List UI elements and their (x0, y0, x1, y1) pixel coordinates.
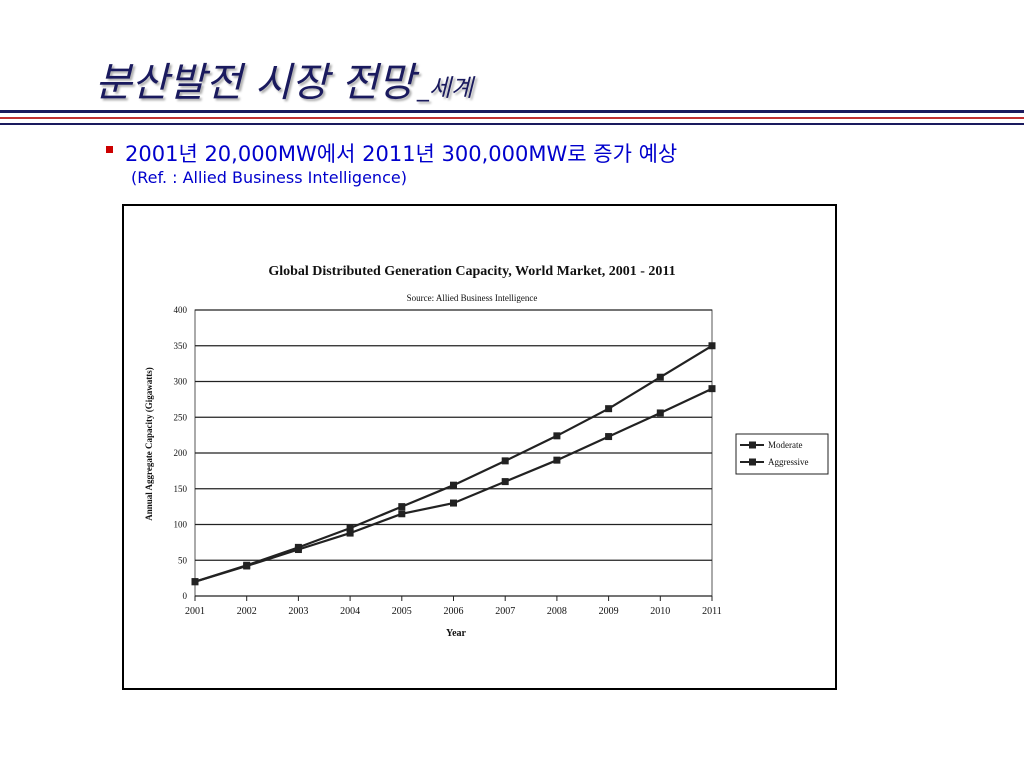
data-point-aggressive (553, 432, 561, 440)
data-point-aggressive (243, 561, 251, 569)
data-point-moderate (501, 478, 509, 486)
data-point-aggressive (501, 457, 509, 465)
y-tick-label: 150 (174, 484, 188, 494)
data-point-aggressive (191, 578, 199, 586)
y-axis-label: Annual Aggregate Capacity (Gigawatts) (144, 367, 154, 521)
bullet-text: 2001년 20,000MW에서 2011년 300,000MW로 증가 예상 (125, 142, 678, 166)
x-tick-label: 2004 (340, 606, 360, 617)
y-tick-label: 350 (174, 341, 188, 351)
y-tick-label: 0 (183, 591, 188, 601)
x-tick-label: 2001 (185, 606, 205, 617)
y-tick-label: 50 (178, 555, 188, 565)
chart-subtitle: Source: Allied Business Intelligence (407, 293, 538, 303)
reference-text: (Ref. : Allied Business Intelligence) (131, 168, 407, 187)
bullet-marker-icon (106, 146, 113, 153)
data-point-aggressive (708, 342, 716, 350)
data-point-moderate (450, 499, 457, 507)
x-tick-label: 2007 (495, 606, 515, 617)
legend-label-aggressive: Aggressive (768, 457, 809, 467)
x-tick-label: 2006 (444, 606, 464, 617)
data-point-moderate (553, 456, 561, 464)
data-point-moderate (656, 409, 664, 417)
data-point-aggressive (346, 524, 354, 532)
title-rule-bottom (0, 123, 1024, 125)
chart-frame: Global Distributed Generation Capacity, … (122, 204, 837, 690)
y-tick-label: 100 (174, 520, 188, 530)
data-point-aggressive (450, 481, 457, 489)
x-tick-label: 2008 (547, 606, 567, 617)
legend-label-moderate: Moderate (768, 440, 802, 450)
data-point-aggressive (656, 373, 664, 381)
x-tick-label: 2005 (392, 606, 412, 617)
x-tick-label: 2002 (237, 606, 257, 617)
x-tick-label: 2011 (702, 606, 722, 617)
slide-title: 분산발전 시장 전망_세계 (95, 50, 473, 108)
y-tick-label: 200 (174, 448, 188, 458)
data-point-moderate (708, 385, 716, 393)
data-point-moderate (346, 529, 354, 537)
slide-title-sub: _세계 (416, 74, 474, 102)
x-tick-label: 2009 (599, 606, 619, 617)
chart: Global Distributed Generation Capacity, … (144, 264, 829, 639)
data-point-aggressive (605, 405, 613, 413)
data-point-moderate (398, 510, 406, 518)
data-point-moderate (605, 433, 613, 441)
legend-marker-moderate (749, 441, 756, 449)
data-point-aggressive (294, 543, 302, 551)
x-axis-label: Year (446, 628, 467, 639)
slide-title-main: 분산발전 시장 전망 (95, 60, 415, 106)
title-rule-top (0, 110, 1024, 113)
x-tick-label: 2003 (288, 606, 308, 617)
title-rule-middle (0, 117, 1024, 119)
y-tick-label: 300 (174, 377, 188, 387)
legend-marker-aggressive (749, 458, 756, 466)
chart-title: Global Distributed Generation Capacity, … (268, 264, 675, 279)
legend-box (735, 433, 829, 475)
x-tick-label: 2010 (650, 606, 670, 617)
data-point-aggressive (398, 503, 406, 511)
y-tick-label: 400 (174, 305, 188, 315)
y-tick-label: 250 (174, 412, 188, 422)
